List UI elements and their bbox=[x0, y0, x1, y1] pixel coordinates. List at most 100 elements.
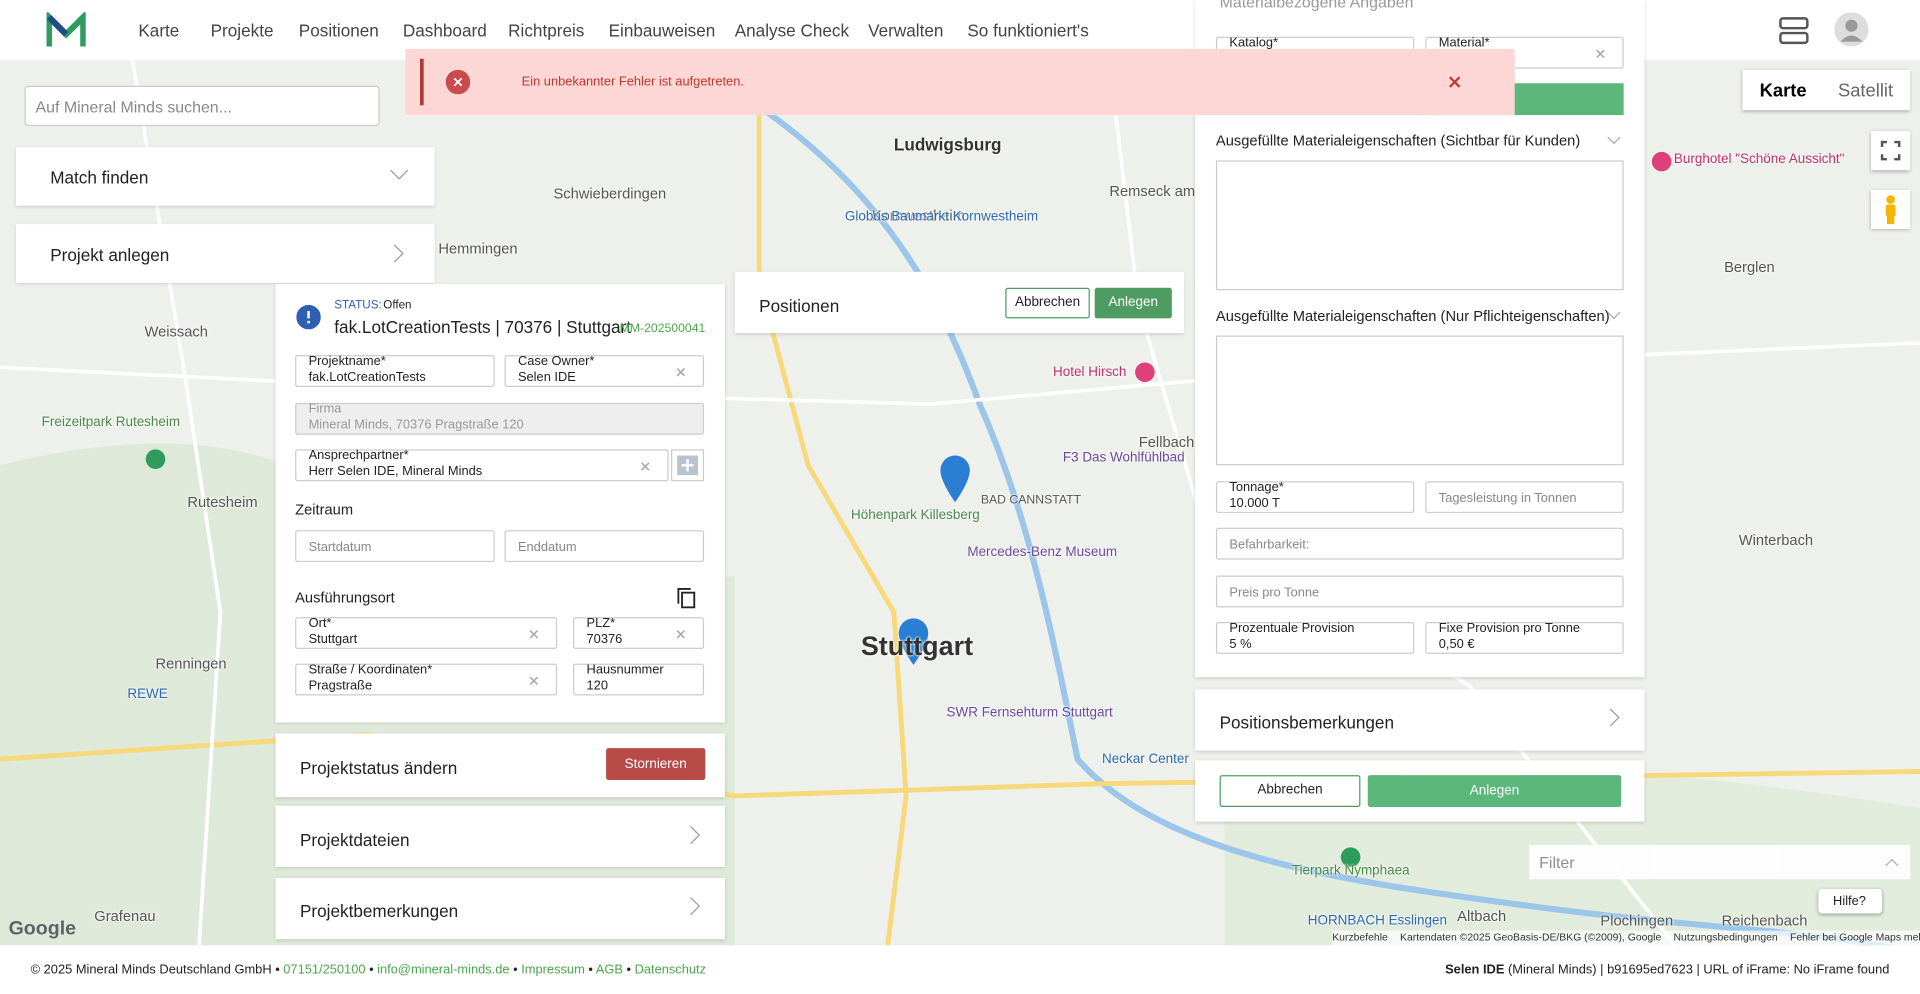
chevron bbox=[390, 169, 409, 180]
clear-icon[interactable] bbox=[1596, 49, 1606, 59]
nav-item[interactable]: Richtpreis bbox=[508, 20, 585, 41]
input-field[interactable]: Enddatum bbox=[504, 530, 705, 563]
attribution-item[interactable]: Kurzbefehle bbox=[1332, 930, 1388, 943]
map-label[interactable]: Burghotel "Schöne Aussicht" bbox=[1673, 151, 1845, 167]
avatar[interactable] bbox=[1834, 12, 1869, 47]
copy-icon[interactable] bbox=[677, 588, 697, 610]
pegman[interactable] bbox=[1871, 189, 1911, 229]
position-remarks-title: Positionsbemerkungen bbox=[1219, 712, 1394, 733]
add-button[interactable] bbox=[671, 449, 705, 482]
map-label[interactable]: Plochingen bbox=[1600, 912, 1674, 930]
logo[interactable] bbox=[46, 12, 86, 49]
map-label[interactable]: Höhenpark Killesberg bbox=[851, 508, 980, 523]
terms-link[interactable]: AGB bbox=[595, 962, 623, 978]
email-link[interactable]: info@mineral-minds.de bbox=[377, 962, 510, 978]
map-label[interactable]: Freizeitpark Rutesheim bbox=[41, 415, 181, 430]
nav-item[interactable]: Einbauweisen bbox=[608, 20, 716, 41]
map-label[interactable]: Fellbach bbox=[1138, 433, 1195, 451]
field-value: 70376 bbox=[586, 631, 623, 647]
map-label[interactable]: Stuttgart bbox=[860, 630, 974, 662]
position-remarks-panel[interactable]: Positionsbemerkungen bbox=[1195, 689, 1645, 751]
attribution-item[interactable]: Kartendaten ©2025 GeoBasis-DE/BKG (©2009… bbox=[1400, 930, 1662, 943]
attribution-item[interactable]: Fehler bei Google Maps melden bbox=[1789, 930, 1920, 943]
phone-link[interactable]: 07151/250100 bbox=[283, 962, 366, 978]
input-field[interactable]: PLZ* 70376 bbox=[573, 615, 705, 649]
map-label[interactable]: Schwieberdingen bbox=[553, 184, 667, 203]
field-label: PLZ* bbox=[586, 615, 616, 631]
input-field[interactable]: Startdatum bbox=[295, 530, 495, 563]
remarks-panel[interactable]: Projektbemerkungen bbox=[275, 877, 725, 940]
textarea[interactable] bbox=[1215, 160, 1624, 291]
nav-item[interactable]: Projekte bbox=[210, 20, 274, 41]
clear-icon[interactable] bbox=[640, 462, 650, 472]
field-value: Stuttgart bbox=[308, 631, 358, 647]
map-label[interactable]: Globus Baumarkt Kornwestheim bbox=[844, 209, 1039, 225]
clear-icon[interactable] bbox=[676, 367, 686, 377]
close-icon[interactable] bbox=[1449, 76, 1461, 88]
map-label[interactable]: BAD CANNSTATT bbox=[980, 493, 1082, 507]
map-label[interactable]: Kornwestheim bbox=[871, 206, 965, 225]
create-panel[interactable]: Projekt anlegen bbox=[15, 224, 435, 283]
nav-item[interactable]: So funktioniert's bbox=[967, 20, 1089, 41]
map-label[interactable]: Berglen bbox=[1724, 258, 1775, 276]
map-label[interactable]: Rutesheim bbox=[187, 493, 258, 511]
create-button[interactable]: Anlegen bbox=[1367, 775, 1622, 807]
nav-item[interactable]: Dashboard bbox=[402, 20, 487, 41]
map-type[interactable]: Satellit bbox=[1837, 80, 1894, 102]
create-button[interactable]: Anlegen bbox=[1094, 287, 1172, 319]
help-button[interactable]: Hilfe? bbox=[1818, 888, 1883, 914]
nav-item[interactable]: Karte bbox=[138, 20, 180, 41]
nav-item[interactable]: Verwalten bbox=[868, 20, 944, 41]
clear-icon[interactable] bbox=[529, 676, 539, 686]
map-label[interactable]: Altbach bbox=[1457, 907, 1507, 925]
attribution-item[interactable]: Nutzungsbedingungen bbox=[1673, 930, 1778, 943]
map-label[interactable]: Tierpark Nymphaea bbox=[1291, 863, 1410, 878]
map-label[interactable]: SWR Fernsehturm Stuttgart bbox=[946, 705, 1113, 721]
input-field[interactable]: Tagesleistung in Tonnen bbox=[1425, 481, 1624, 514]
input-field[interactable]: Preis pro Tonne bbox=[1215, 575, 1624, 608]
input-field[interactable]: Straße / Koordinaten* Pragstraße bbox=[295, 662, 558, 696]
input-field[interactable]: Case Owner* Selen IDE bbox=[504, 354, 705, 387]
cancel-button[interactable]: Abbrechen bbox=[1219, 775, 1361, 807]
input-field[interactable]: Hausnummer 120 bbox=[573, 662, 705, 696]
map-label[interactable]: Ludwigsburg bbox=[893, 134, 1002, 155]
fullscreen-button[interactable] bbox=[1871, 131, 1911, 171]
textarea[interactable] bbox=[1215, 335, 1624, 466]
map-label[interactable]: HORNBACH Esslingen bbox=[1307, 913, 1447, 929]
map-label[interactable]: Hemmingen bbox=[438, 240, 518, 258]
nav-item[interactable]: Analyse Check bbox=[734, 20, 850, 41]
positions-panel: Positionen Abbrechen Anlegen bbox=[734, 271, 1185, 334]
nav-item[interactable]: Positionen bbox=[298, 20, 379, 41]
filter-bar[interactable]: Filter bbox=[1529, 844, 1911, 880]
cancel-project-button[interactable]: Stornieren bbox=[606, 748, 706, 781]
cancel-button[interactable]: Abbrechen bbox=[1005, 287, 1090, 319]
input-field[interactable]: Projektname* fak.LotCreationTests bbox=[295, 353, 495, 387]
create-title: Projekt anlegen bbox=[50, 244, 170, 265]
map-label[interactable]: Neckar Center bbox=[1102, 751, 1189, 767]
input-field[interactable]: Fixe Provision pro Tonne 0,50 € bbox=[1425, 621, 1624, 654]
map-label[interactable]: Weissach bbox=[144, 323, 208, 341]
search-input[interactable]: Auf Mineral Minds suchen... bbox=[24, 85, 380, 127]
map-label[interactable]: REWE bbox=[127, 686, 168, 702]
server-icon[interactable] bbox=[1778, 15, 1810, 47]
map-label[interactable]: Renningen bbox=[155, 655, 227, 673]
input-field[interactable]: Tonnage* 10.000 T bbox=[1215, 480, 1415, 514]
input-field[interactable]: Ort* Stuttgart bbox=[295, 616, 558, 649]
map-label[interactable]: Hotel Hirsch bbox=[1053, 364, 1127, 380]
map-label[interactable]: Mercedes-Benz Museum bbox=[967, 544, 1118, 560]
map-label[interactable]: F3 Das Wohlfühlbad bbox=[1062, 450, 1185, 466]
input-field[interactable]: Ansprechpartner* Herr Selen IDE, Mineral … bbox=[295, 448, 669, 482]
map-type[interactable]: Karte bbox=[1759, 80, 1807, 102]
map-label[interactable]: Reichenbach bbox=[1721, 912, 1808, 930]
input-field[interactable]: Befahrbarkeit: bbox=[1215, 527, 1624, 560]
clear-icon[interactable] bbox=[676, 629, 686, 639]
clear-icon[interactable] bbox=[529, 629, 539, 639]
input-field[interactable]: Prozentuale Provision 5 % bbox=[1215, 621, 1415, 654]
imprint-link[interactable]: Impressum bbox=[521, 962, 585, 978]
map-label[interactable]: Winterbach bbox=[1738, 531, 1814, 549]
files-panel[interactable]: Projektdateien bbox=[275, 805, 725, 867]
match-panel[interactable]: Match finden bbox=[15, 146, 435, 206]
map-label[interactable]: Grafenau bbox=[94, 907, 156, 925]
privacy-link[interactable]: Datenschutz bbox=[634, 962, 707, 978]
field-label: Projektname* bbox=[308, 353, 386, 369]
